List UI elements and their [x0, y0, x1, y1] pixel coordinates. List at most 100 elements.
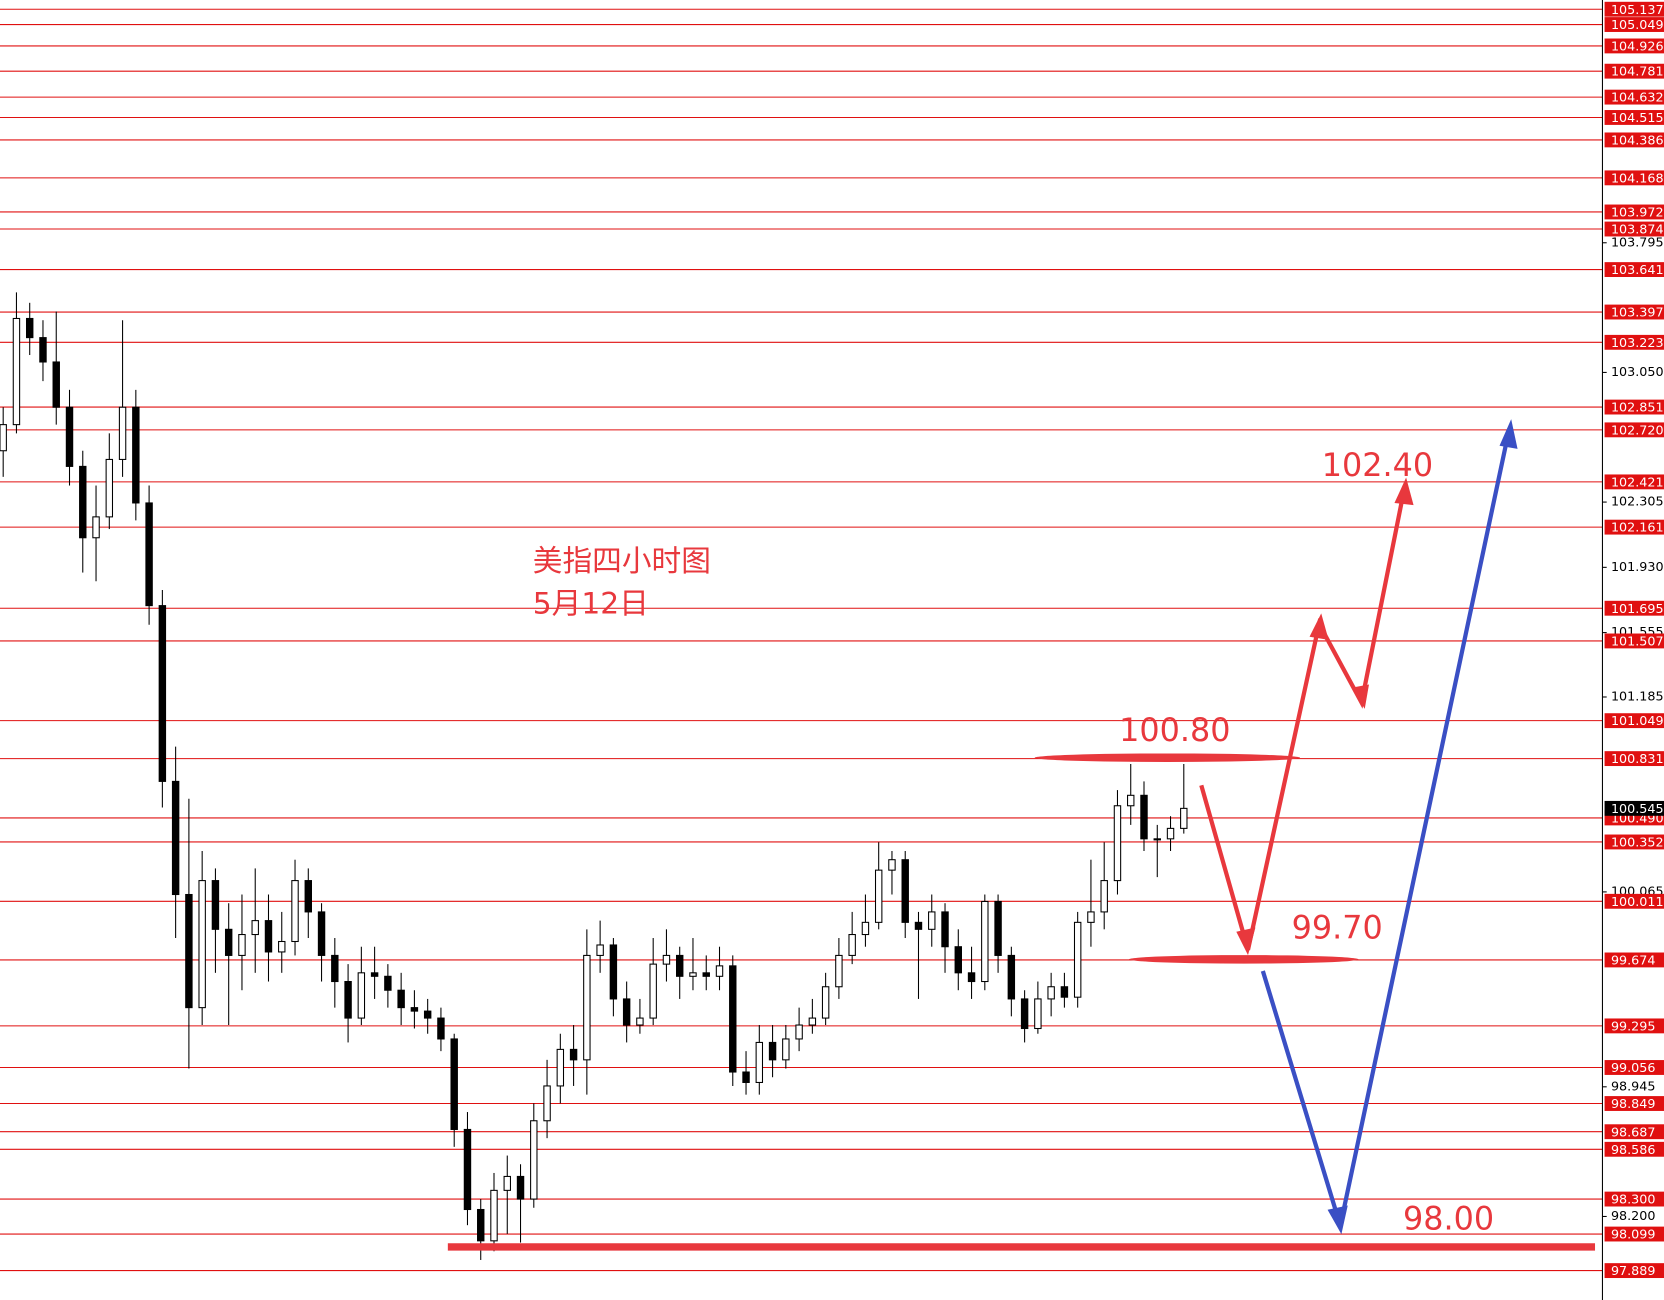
candle-body	[821, 986, 830, 1019]
arrowhead	[1236, 927, 1256, 956]
candle-body	[171, 780, 180, 896]
candle-body	[1153, 838, 1161, 841]
candle-body	[39, 337, 47, 363]
candle-body	[410, 1007, 419, 1012]
candle-body	[397, 989, 405, 1009]
level-label: 104.781	[1611, 65, 1664, 80]
candle-body	[317, 911, 326, 956]
candle-body	[543, 1085, 551, 1122]
candle-body	[384, 975, 392, 991]
candle-body	[689, 972, 697, 977]
candle-body	[79, 465, 87, 539]
candle-body	[503, 1175, 511, 1191]
level-label-box	[1604, 633, 1664, 649]
candle-body	[132, 406, 140, 504]
candle-body	[1140, 794, 1148, 840]
candle-body	[967, 972, 976, 983]
candle-body	[742, 1071, 750, 1083]
candle-body	[596, 944, 604, 956]
candle-body	[1034, 998, 1042, 1030]
candles-layer	[0, 292, 1188, 1260]
candle-body	[874, 869, 883, 923]
level-label-box	[1604, 1141, 1664, 1157]
y-tick-label: 103.795	[1611, 235, 1664, 250]
candle-body	[370, 972, 379, 977]
candle-body	[344, 980, 352, 1019]
y-tick-label: 102.305	[1611, 495, 1664, 510]
candle-body	[304, 880, 312, 913]
level-label: 104.168	[1611, 171, 1664, 186]
level-label: 99.674	[1611, 954, 1656, 969]
candle-body	[463, 1128, 472, 1211]
drawings	[447, 419, 1596, 1251]
level-label: 98.099	[1611, 1228, 1656, 1243]
level-label-box	[1604, 1018, 1664, 1034]
level-label-box	[1604, 422, 1664, 438]
candle-body	[211, 880, 220, 930]
level-label-box	[1604, 334, 1664, 350]
level-label-box	[1604, 1191, 1664, 1207]
level-label-box	[1604, 110, 1664, 125]
level-label-box	[1604, 519, 1664, 535]
level-label: 100.831	[1611, 752, 1664, 767]
arrowhead	[1327, 1205, 1348, 1235]
resistance-label: 100.80	[1119, 711, 1230, 749]
candle-body	[251, 920, 259, 936]
candle-body	[715, 965, 724, 977]
level-label: 98.687	[1611, 1125, 1656, 1140]
candle-body	[92, 516, 100, 539]
candle-body	[26, 317, 34, 339]
level-label: 102.851	[1611, 401, 1664, 416]
level-label: 101.507	[1611, 635, 1664, 650]
candle-body	[981, 900, 989, 983]
candle-body	[0, 424, 7, 452]
candle-body	[676, 954, 684, 977]
level-label-box	[1604, 204, 1664, 220]
chart-title: 美指四小时图	[533, 544, 711, 579]
level-label: 105.049	[1611, 18, 1664, 33]
level-label-box	[1604, 38, 1664, 54]
candle-body	[702, 972, 710, 977]
candle-body	[1007, 954, 1016, 1000]
candle-body	[609, 944, 618, 1000]
level-label: 100.011	[1611, 895, 1664, 910]
level-label-box	[1604, 600, 1664, 616]
candle-body	[861, 921, 870, 936]
candle-body	[264, 920, 273, 953]
level-label: 98.586	[1611, 1143, 1656, 1158]
candle-body	[437, 1017, 445, 1040]
candle-body	[1020, 998, 1029, 1030]
level-label: 105.137	[1611, 3, 1664, 18]
candle-body	[65, 406, 74, 467]
candle-body	[795, 1024, 803, 1040]
candle-body	[516, 1175, 525, 1200]
level-label-box	[1604, 893, 1664, 909]
level-label: 103.641	[1611, 263, 1664, 278]
level-label-box	[1604, 304, 1664, 320]
candle-body	[729, 965, 737, 1073]
candle-body	[662, 954, 671, 965]
y-tick-label: 103.050	[1611, 365, 1664, 380]
candle-body	[808, 1017, 817, 1026]
y-tick-label: 98.200	[1611, 1209, 1656, 1224]
level-label-box	[1604, 474, 1664, 490]
candle-body	[941, 911, 949, 948]
chart-subtitle: 5月12日	[533, 586, 649, 621]
level-label-box	[1604, 262, 1664, 278]
candle-body	[583, 954, 591, 1061]
candle-body	[185, 893, 193, 1009]
level-label-box	[1604, 1226, 1664, 1242]
level-label-box	[1604, 1060, 1664, 1075]
candle-body	[848, 934, 856, 956]
arrowhead	[1309, 613, 1329, 640]
level-label-box	[1604, 1263, 1664, 1279]
candle-body	[1166, 827, 1175, 840]
level-label: 99.295	[1611, 1019, 1656, 1034]
candle-body	[1073, 921, 1082, 998]
candle-body	[888, 859, 896, 871]
candle-body	[145, 502, 153, 607]
red-arrow-path	[1199, 489, 1407, 951]
candle-body	[52, 361, 60, 408]
candle-body	[835, 954, 843, 988]
